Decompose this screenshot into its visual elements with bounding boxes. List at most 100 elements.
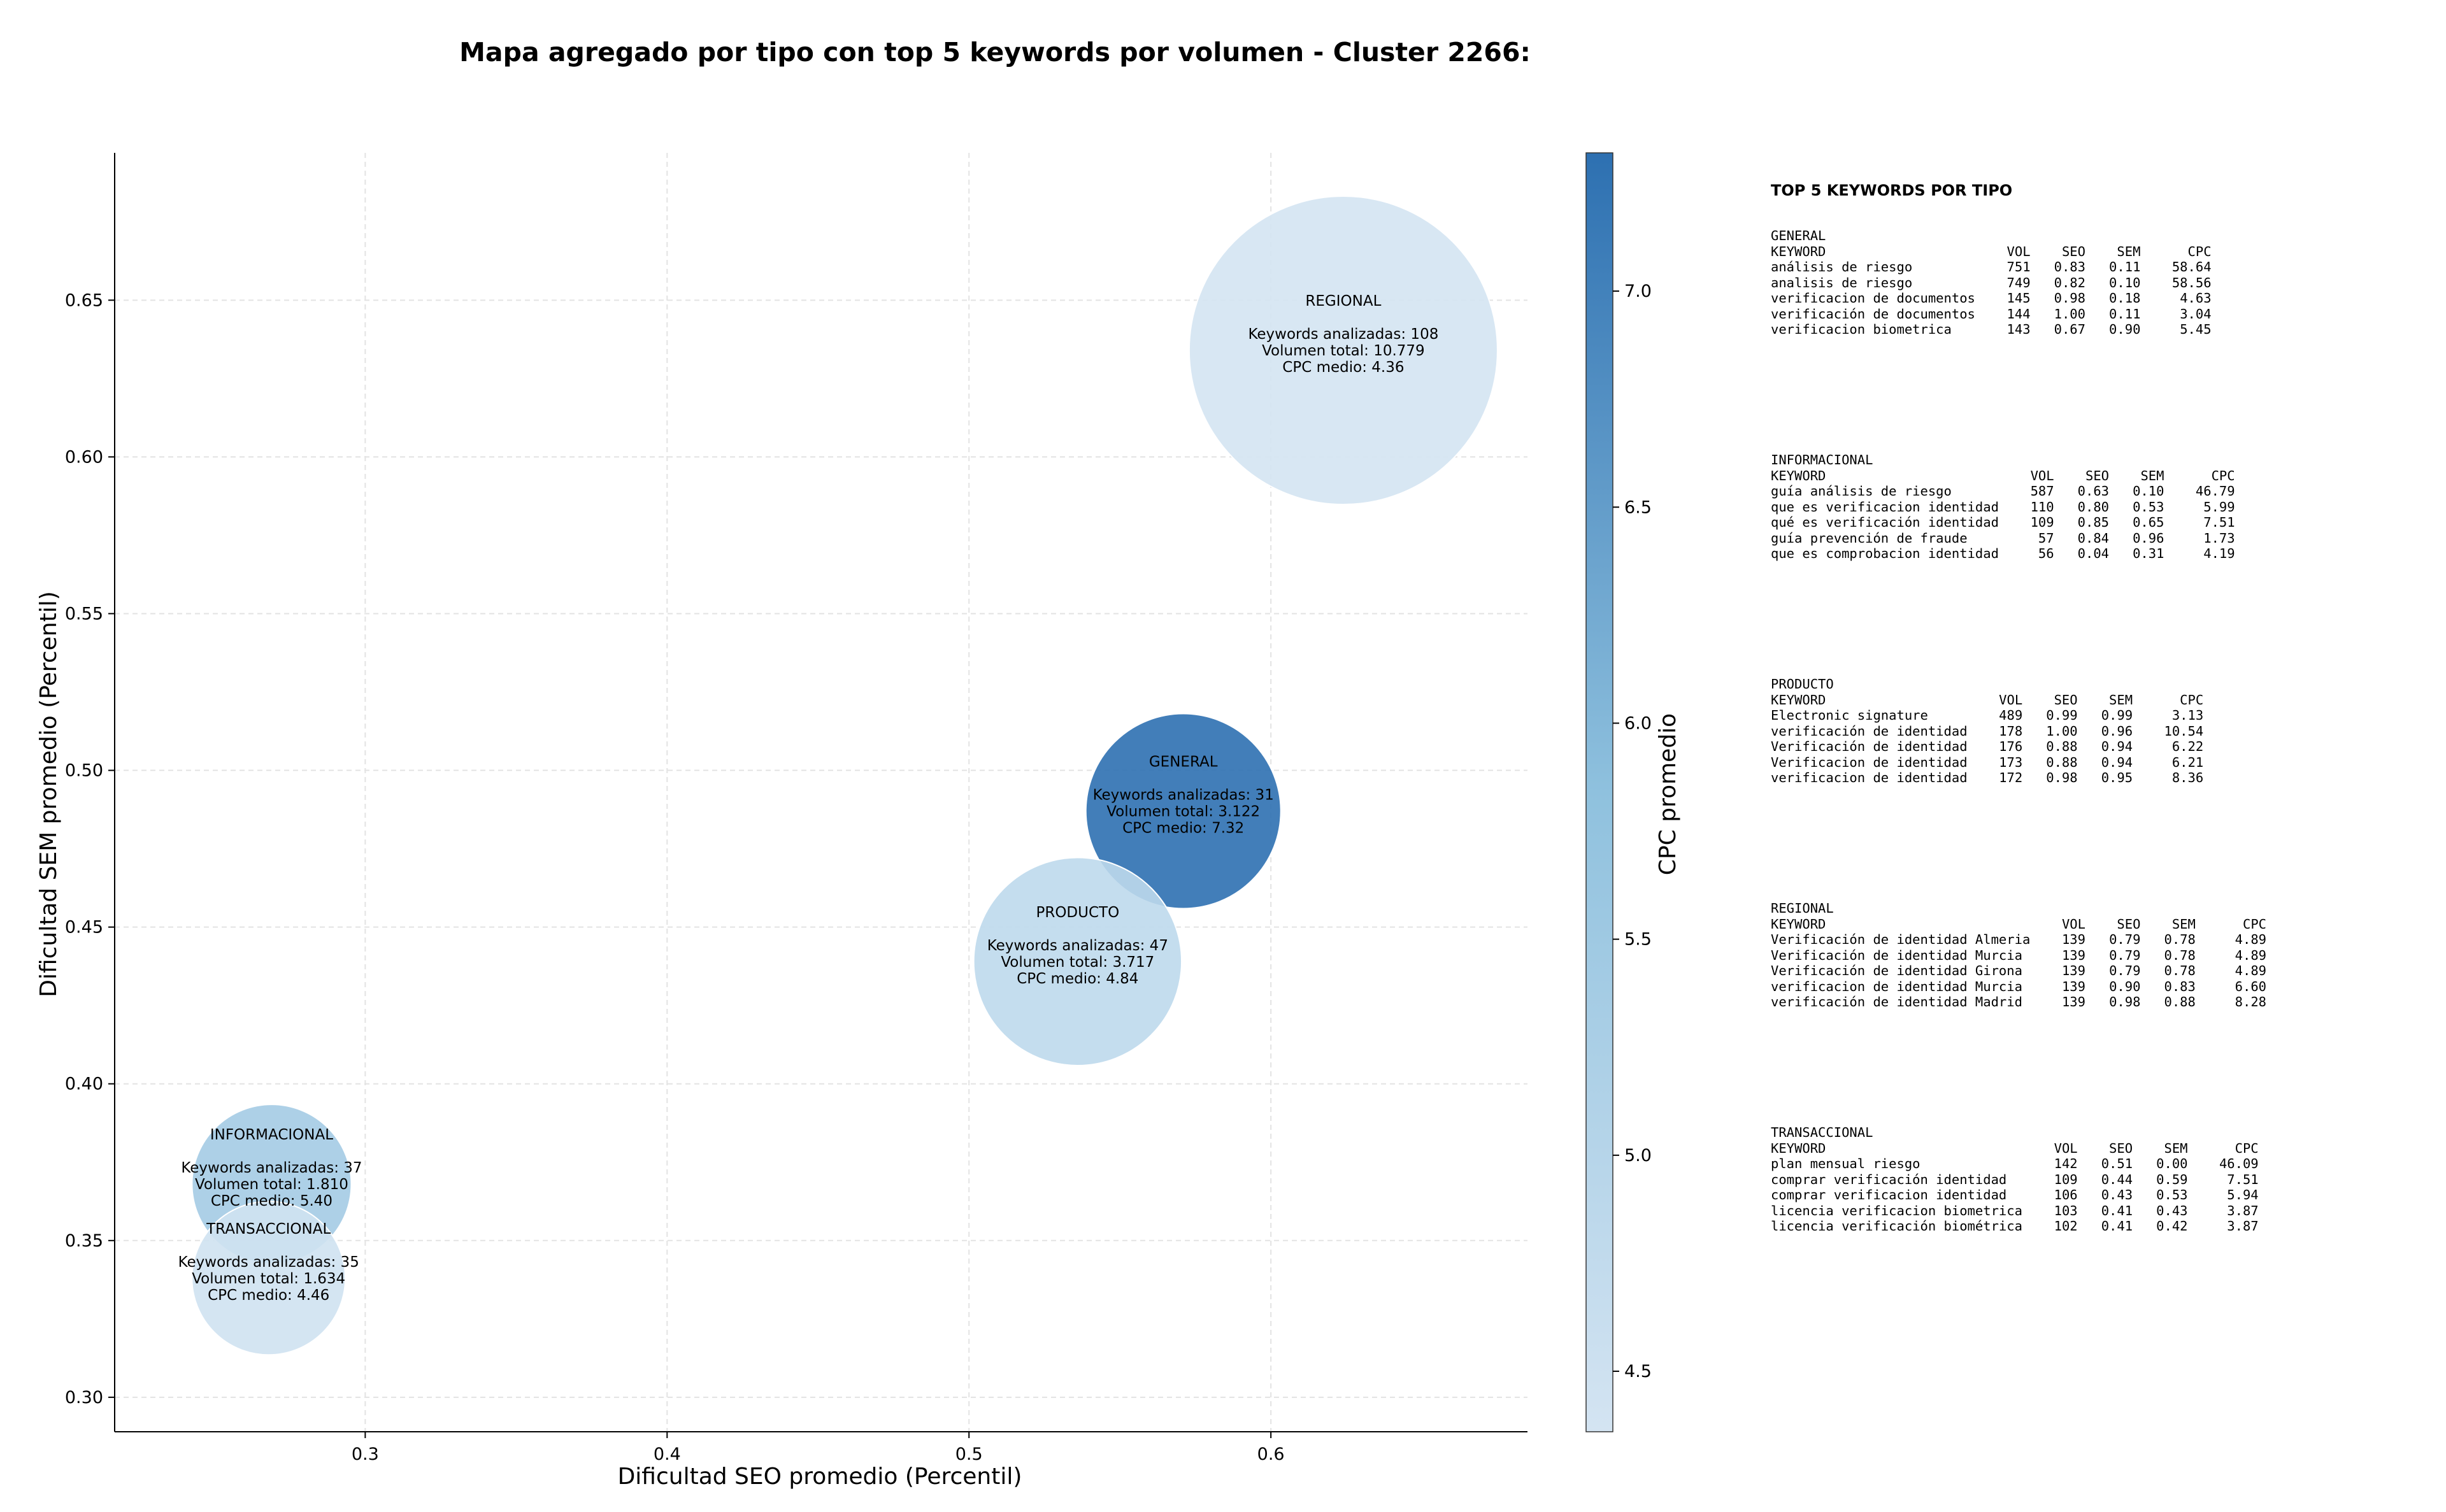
bubble-label-name: GENERAL	[1149, 754, 1218, 771]
keyword-group-name: REGIONAL	[1771, 901, 1834, 916]
keyword-row: guía análisis de riesgo 587 0.63 0.10 46.79	[1771, 483, 2235, 499]
cpc-cell: 8.28	[2235, 994, 2267, 1009]
cpc-cell: 5.45	[2180, 322, 2212, 337]
vol-cell: 587	[2030, 483, 2054, 499]
y-tick-label: 0.60	[65, 447, 103, 467]
keyword-cell: que es verificacion identidad	[1771, 499, 1999, 515]
vol-cell: 142	[2054, 1156, 2078, 1171]
keyword-cell: verificación de documentos	[1771, 306, 1975, 322]
cpc-cell: 6.22	[2171, 739, 2204, 754]
keyword-cell: plan mensual riesgo	[1771, 1156, 1920, 1171]
bubble-label-cpc-line: CPC medio: 4.46	[208, 1287, 329, 1304]
cpc-cell: 10.54	[2164, 723, 2204, 739]
x-axis-label: Dificultad SEO promedio (Percentil)	[618, 1464, 1022, 1490]
seo-cell: SEO	[2054, 692, 2078, 708]
seo-cell: 1.00	[2046, 723, 2078, 739]
cpc-cell: 5.94	[2227, 1187, 2259, 1202]
sem-cell: 0.10	[2109, 275, 2141, 290]
cpc-cell: CPC	[2235, 1140, 2259, 1156]
vol-cell: VOL	[2054, 1140, 2078, 1156]
colorbar-gradient	[1585, 152, 1613, 1432]
cpc-cell: CPC	[2242, 916, 2267, 932]
sem-cell: 0.00	[2156, 1156, 2188, 1171]
seo-cell: 0.79	[2109, 932, 2141, 947]
keyword-cell: Verificación de identidad Murcia	[1771, 947, 2022, 963]
seo-cell: 0.63	[2077, 483, 2110, 499]
cpc-cell: 3.13	[2171, 708, 2204, 723]
keyword-row: verificacion de identidad Murcia 139 0.90 0…	[1771, 979, 2266, 995]
colorbar-tick-label: 6.5	[1624, 497, 1652, 517]
sem-cell: SEM	[2164, 1140, 2188, 1156]
keyword-cell: KEYWORD	[1771, 1140, 1826, 1156]
keyword-group: REGIONAL KEYWORD VOL SEO SEM CPC Verificación …	[1771, 901, 2266, 1010]
vol-cell: 110	[2030, 499, 2054, 515]
keyword-cell: comprar verificación identidad	[1771, 1171, 2007, 1187]
sem-cell: 0.53	[2133, 499, 2164, 515]
colorbar-tick-label: 5.5	[1624, 930, 1652, 950]
vol-cell: 172	[1999, 770, 2023, 785]
sem-cell: 0.78	[2164, 932, 2196, 947]
cpc-cell: 5.99	[2203, 499, 2235, 515]
sem-cell: 0.83	[2164, 978, 2196, 994]
seo-cell: 0.82	[2054, 275, 2085, 290]
seo-cell: 0.44	[2101, 1171, 2133, 1187]
keyword-cell: Verificación de identidad Almeria	[1771, 932, 2031, 947]
y-tick-label: 0.55	[65, 604, 103, 624]
keyword-cell: análisis de riesgo	[1771, 259, 1913, 275]
sem-cell: 0.31	[2133, 546, 2164, 561]
seo-cell: SEO	[2117, 916, 2141, 932]
bubble-label-volume-line: Volumen total: 10.779	[1262, 343, 1425, 359]
x-tick-label: 0.6	[1257, 1444, 1285, 1464]
vol-cell: 56	[2038, 546, 2054, 561]
cpc-cell: 4.19	[2203, 546, 2235, 561]
sem-cell: 0.78	[2164, 963, 2196, 978]
keyword-row: analisis de riesgo 749 0.82 0.10 58.56	[1771, 275, 2212, 291]
bubble-label-cpc-line: CPC medio: 4.84	[1017, 971, 1138, 987]
keyword-group-name: TRANSACCIONAL	[1771, 1125, 1873, 1140]
keyword-row: verificacion de identidad 172 0.98 0.95 8.36	[1771, 770, 2203, 786]
bubble-label-keywords-line: Keywords analizadas: 31	[1093, 787, 1274, 804]
cpc-cell: CPC	[2211, 467, 2235, 483]
keyword-cell: guía prevención de fraude	[1771, 530, 1968, 546]
colorbar-tick-label: 6.0	[1624, 713, 1652, 733]
keyword-cell: verificacion de identidad Murcia	[1771, 978, 2022, 994]
y-tick-label: 0.65	[65, 290, 103, 310]
seo-cell: SEO	[2085, 467, 2110, 483]
bubble-label-name: INFORMACIONAL	[210, 1127, 333, 1143]
y-tick-label: 0.35	[65, 1231, 103, 1251]
seo-cell: SEO	[2109, 1140, 2133, 1156]
vol-cell: 109	[2054, 1171, 2078, 1187]
sem-cell: 0.53	[2156, 1187, 2188, 1202]
seo-cell: 0.98	[2054, 290, 2085, 306]
keyword-cell: licencia verificación biométrica	[1771, 1218, 2022, 1234]
keyword-row: que es verificacion identidad 110 0.80 0.53…	[1771, 499, 2235, 515]
keyword-row: verificación de identidad 178 1.00 0.96 10.5…	[1771, 724, 2203, 739]
seo-cell: 0.79	[2109, 963, 2141, 978]
sem-cell: 0.18	[2109, 290, 2141, 306]
seo-cell: 0.41	[2101, 1218, 2133, 1234]
sem-cell: 0.94	[2101, 754, 2133, 770]
keyword-cell: analisis de riesgo	[1771, 275, 1913, 290]
bubble-label-cpc-line: CPC medio: 4.36	[1282, 359, 1404, 376]
keyword-group: GENERAL KEYWORD VOL SEO SEM CPC análisis de ri…	[1771, 228, 2212, 338]
top-keywords-title: TOP 5 KEYWORDS POR TIPO	[1771, 182, 2013, 199]
sem-cell: 0.96	[2101, 723, 2133, 739]
keyword-cell: verificacion biometrica	[1771, 322, 1952, 337]
keyword-cell: KEYWORD	[1771, 692, 1826, 708]
cpc-cell: 46.79	[2195, 483, 2235, 499]
vol-cell: 139	[2061, 994, 2085, 1009]
sem-cell: 0.90	[2109, 322, 2141, 337]
vol-cell: 103	[2054, 1202, 2078, 1218]
bubble-general	[1085, 713, 1282, 909]
seo-cell: 0.88	[2046, 754, 2078, 770]
x-tick-label: 0.3	[352, 1444, 379, 1464]
keyword-cell: Electronic signature	[1771, 708, 1928, 723]
bubble-label-cpc-line: CPC medio: 5.40	[211, 1193, 333, 1209]
sem-cell: 0.11	[2109, 259, 2141, 275]
axes: 0.3 0.4 0.5 0.6 0.30 0.35 0.40 0.45 0.50 0.55 0.60…	[65, 153, 1527, 1464]
bubbles	[191, 196, 1498, 1356]
keyword-cell: Verificación de identidad	[1771, 739, 1968, 754]
